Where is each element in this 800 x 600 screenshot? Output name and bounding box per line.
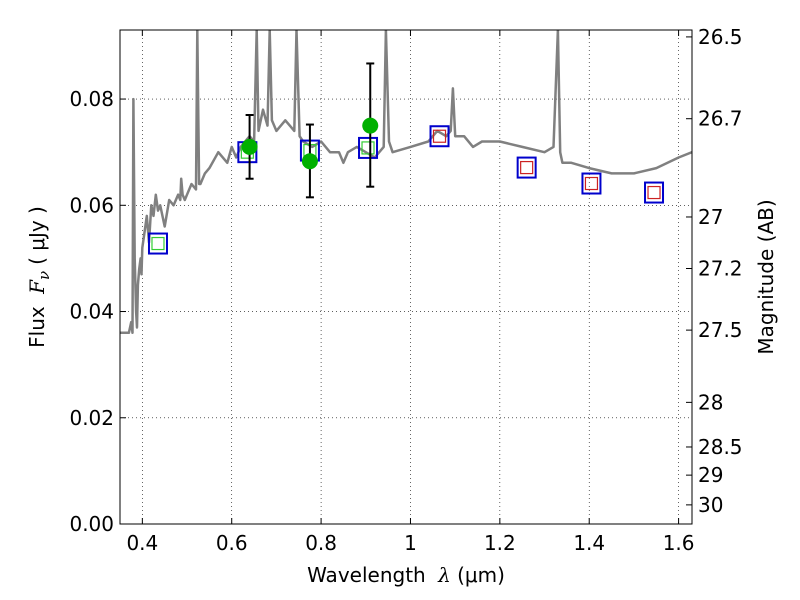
observed-point (301, 153, 318, 170)
model-photometry-square (644, 181, 665, 204)
observed-point (241, 138, 258, 155)
model-photometry-inner (520, 160, 534, 175)
y-axis-label: Flux Fν( μJy ) (25, 206, 53, 348)
observed-point (362, 117, 379, 134)
model-photometry-inner (432, 129, 447, 143)
spectrum-line (120, 30, 692, 335)
y2-axis-label: Magnitude (AB) (754, 199, 778, 354)
ticks: 0.4 0.6 0.8 1 1.2 1.4 1.6 0.00 0.02 0.04 0.06 0.08 2… (69, 25, 742, 555)
y2-tick-label: 26.5 (698, 25, 743, 49)
x-axis-label: Wavelength λ (μm) (307, 563, 505, 587)
y-tick-label: 0.00 (69, 512, 114, 536)
y2-tick-label: 27.5 (698, 318, 743, 342)
x-tick-label: 0.4 (126, 531, 158, 555)
x-tick-label: 1.6 (663, 531, 695, 555)
y2-tick-label: 28 (698, 390, 723, 414)
x-tick-label: 1 (404, 531, 417, 555)
y-tick-label: 0.02 (69, 406, 114, 430)
y-tick-label: 0.06 (69, 193, 114, 217)
plot-frame (119, 29, 693, 525)
y-tick-label: 0.08 (69, 87, 114, 111)
model-photometry-inner (361, 141, 375, 155)
spectrum-layer (120, 30, 692, 335)
model-photometry-inner (151, 236, 165, 251)
model-photometry-square (516, 156, 537, 179)
photometry-layer (147, 62, 665, 255)
y-tick-label: 0.04 (69, 300, 114, 324)
model-photometry-inner (647, 185, 661, 200)
x-tick-label: 0.8 (305, 531, 337, 555)
y2-tick-label: 30 (698, 493, 723, 517)
x-tick-label: 1.2 (484, 531, 516, 555)
model-photometry-square (429, 125, 450, 148)
y2-tick-label: 28.5 (698, 435, 743, 459)
model-photometry-inner (584, 176, 599, 191)
x-tick-label: 0.6 (216, 531, 248, 555)
x-tick-label: 1.4 (573, 531, 605, 555)
y2-tick-label: 26.7 (698, 107, 743, 131)
y2-tick-label: 29 (698, 463, 723, 487)
model-photometry-square (358, 136, 379, 159)
model-photometry-square (581, 172, 602, 195)
y2-tick-label: 27.2 (698, 257, 743, 281)
y2-tick-label: 27 (698, 205, 723, 229)
grid (120, 30, 692, 525)
model-photometry-square (147, 232, 168, 255)
